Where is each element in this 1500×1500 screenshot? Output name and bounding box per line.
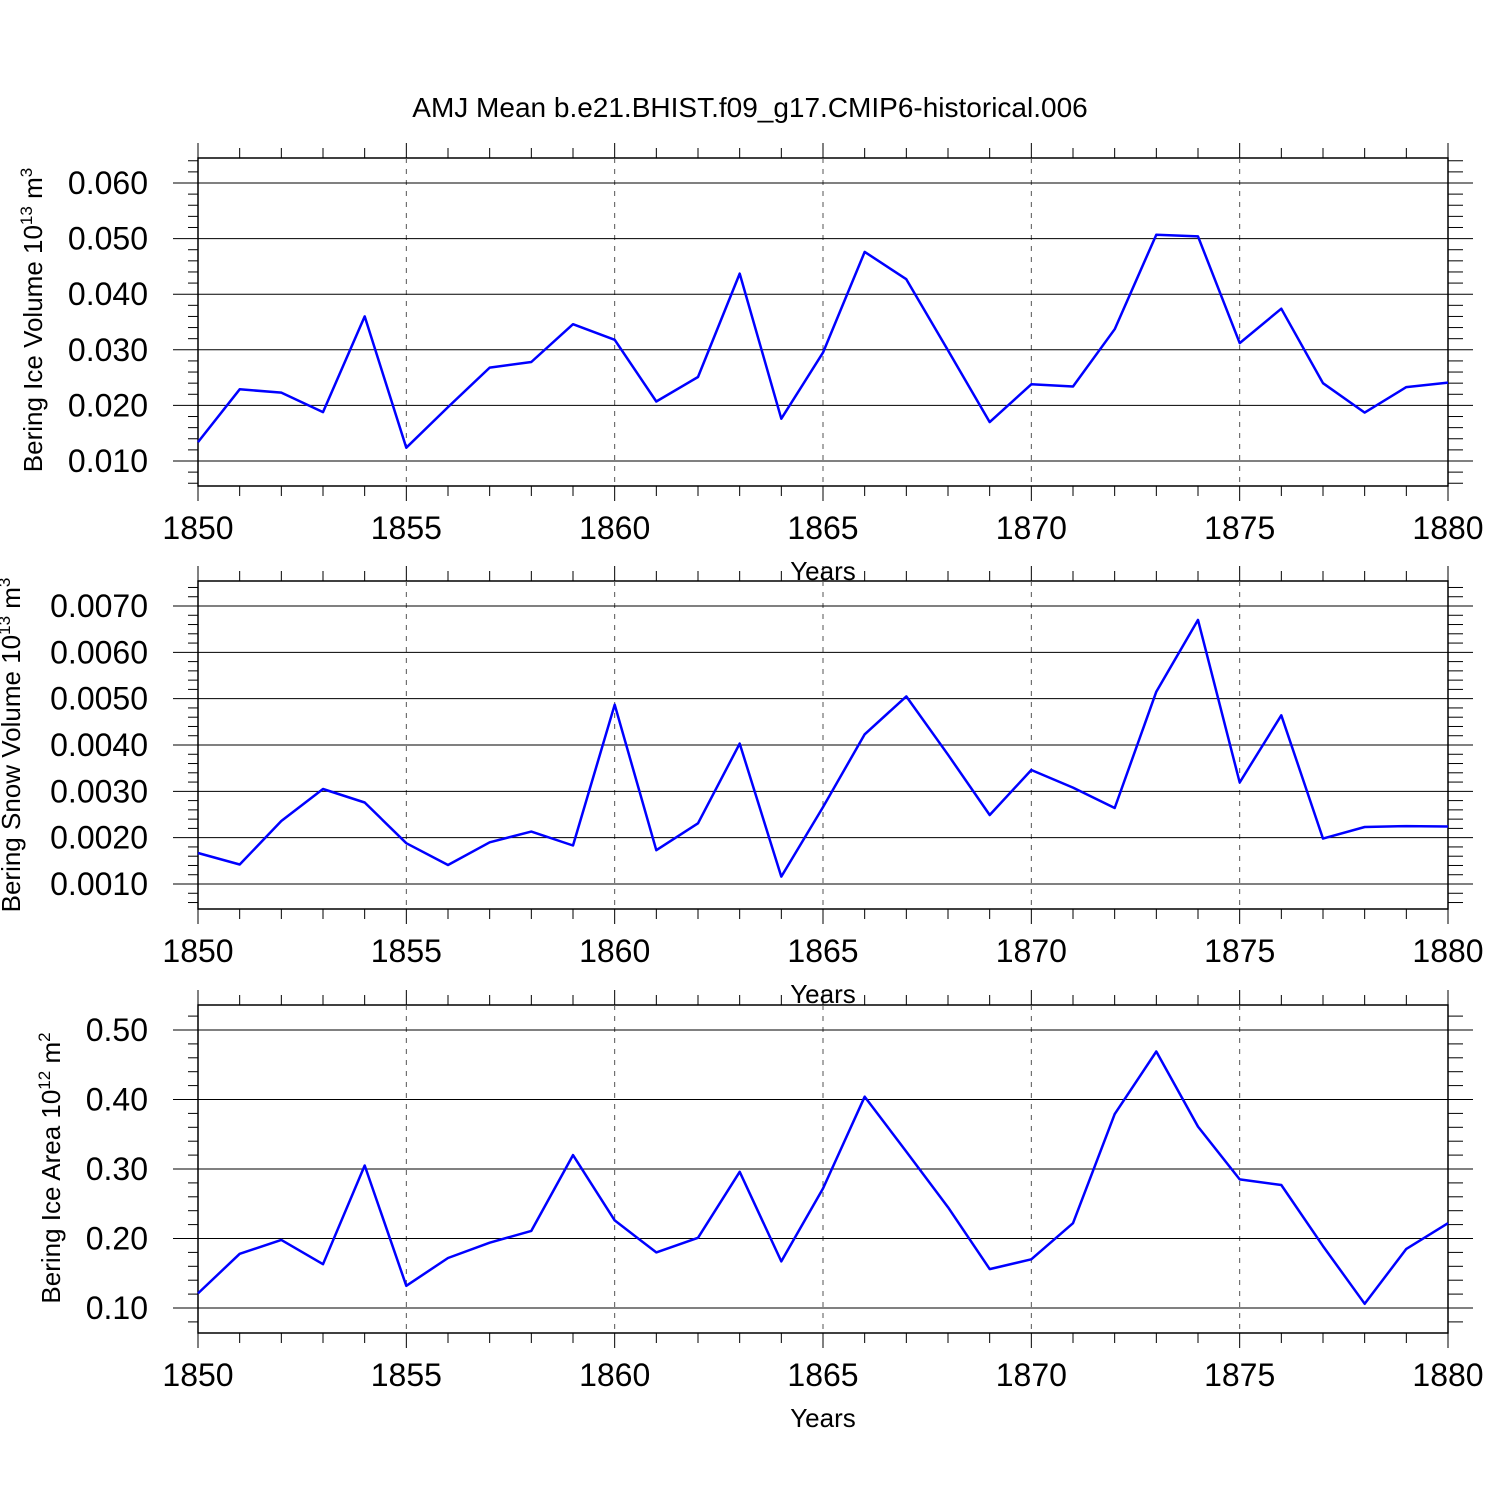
x-tick-label: 1855 bbox=[371, 510, 442, 546]
x-tick-label: 1850 bbox=[162, 1357, 233, 1393]
y-tick-label: 0.0050 bbox=[50, 681, 148, 717]
panels: 1850 1855 1860 1865 1870 1875 1880 Years 0.010 0.… bbox=[0, 143, 1484, 1433]
panel-2: 1850 1855 1860 1865 1870 1875 1880Years0.00100… bbox=[0, 566, 1484, 1009]
y-tick-label: 0.050 bbox=[68, 221, 148, 257]
x-tick-label: 1880 bbox=[1412, 933, 1483, 969]
data-line bbox=[197, 1050, 1449, 1306]
y-tick-label: 0.020 bbox=[68, 387, 148, 423]
y-tick-label: 0.10 bbox=[86, 1290, 148, 1326]
x-tick-label: 1855 bbox=[371, 1357, 442, 1393]
x-tick-label: 1875 bbox=[1204, 933, 1275, 969]
y-tick-label: 0.0040 bbox=[50, 727, 148, 763]
y-tick-label: 0.060 bbox=[68, 165, 148, 201]
panel-3: 1850 1855 1860 1865 1870 1875 1880 Years 0.10 0.2… bbox=[35, 990, 1484, 1433]
y-tick-label: 0.010 bbox=[68, 443, 148, 479]
y-tick-label: 0.0070 bbox=[50, 588, 148, 624]
y-tick-label: 0.0030 bbox=[50, 773, 148, 809]
y-tick-label: 0.50 bbox=[86, 1012, 148, 1048]
x-tick-label: 1875 bbox=[1204, 510, 1275, 546]
x-tick-label: 1865 bbox=[787, 1357, 858, 1393]
y-tick-label: 0.0060 bbox=[50, 634, 148, 670]
x-tick-label: 1880 bbox=[1412, 510, 1483, 546]
y-axis-label: Bering Ice Volume 1013 m3 bbox=[17, 168, 48, 472]
x-tick-label: 1850 bbox=[162, 510, 233, 546]
x-axis-label: Years bbox=[790, 1403, 856, 1433]
y-axis-label: Bering Ice Area 1012 m2 bbox=[35, 1032, 66, 1303]
x-tick-label: 1860 bbox=[579, 510, 650, 546]
data-line bbox=[197, 618, 1449, 878]
data-line bbox=[197, 233, 1449, 449]
x-tick-label: 1865 bbox=[787, 510, 858, 546]
y-tick-label: 0.0020 bbox=[50, 820, 148, 856]
y-tick-label: 0.0010 bbox=[50, 866, 148, 902]
x-tick-label: 1870 bbox=[996, 1357, 1067, 1393]
x-tick-label: 1855 bbox=[371, 933, 442, 969]
x-tick-label: 1865 bbox=[787, 933, 858, 969]
y-tick-label: 0.030 bbox=[68, 332, 148, 368]
y-tick-label: 0.20 bbox=[86, 1221, 148, 1257]
panel-1: 1850 1855 1860 1865 1870 1875 1880Years0.0100.… bbox=[17, 143, 1484, 586]
x-tick-label: 1870 bbox=[996, 933, 1067, 969]
y-tick-label: 0.30 bbox=[86, 1151, 148, 1187]
x-tick-label: 1860 bbox=[579, 1357, 650, 1393]
x-tick-label: 1870 bbox=[996, 510, 1067, 546]
x-tick-label: 1880 bbox=[1412, 1357, 1483, 1393]
figure-title: AMJ Mean b.e21.BHIST.f09_g17.CMIP6-histo… bbox=[412, 92, 1087, 123]
y-axis-label: Bering Snow Volume 1013 m3 bbox=[0, 578, 26, 913]
y-tick-label: 0.40 bbox=[86, 1082, 148, 1118]
x-tick-label: 1875 bbox=[1204, 1357, 1275, 1393]
x-tick-label: 1850 bbox=[162, 933, 233, 969]
y-tick-label: 0.040 bbox=[68, 276, 148, 312]
x-tick-label: 1860 bbox=[579, 933, 650, 969]
